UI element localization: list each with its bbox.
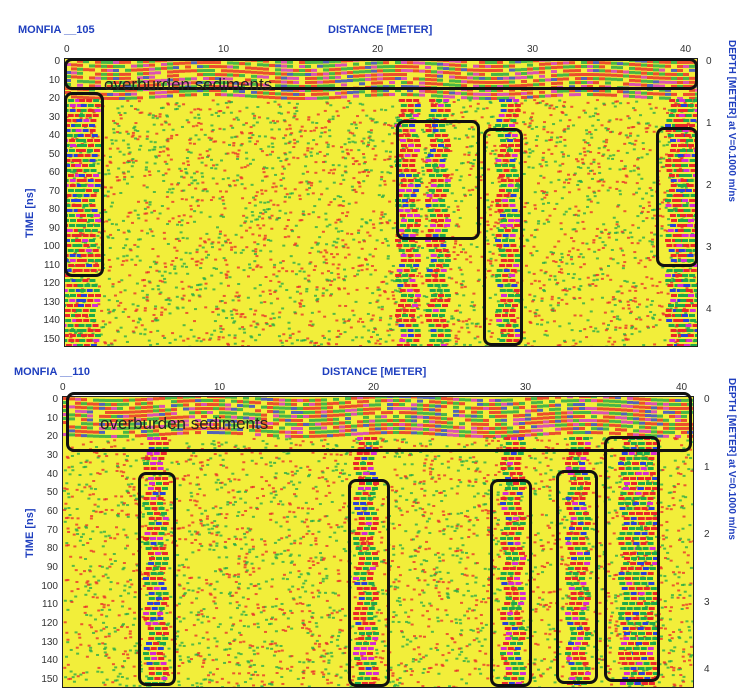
- y-tick: 150: [41, 674, 58, 685]
- y-tick: 30: [46, 450, 58, 461]
- radargram-panel-110: MONFIA __110 DISTANCE [METER] 0 10 20 30…: [0, 360, 737, 691]
- right-tick: 2: [704, 529, 710, 540]
- right-tick: 3: [704, 596, 710, 608]
- y-tick: 10: [48, 74, 60, 86]
- overburden-annotation-box: [64, 58, 698, 90]
- x-tick: 0: [60, 382, 66, 393]
- x-tick: 20: [368, 382, 380, 393]
- y-tick: 0: [52, 394, 58, 405]
- right-tick: 4: [704, 664, 710, 675]
- panel-title: MONFIA __105: [18, 24, 95, 36]
- y-tick: 40: [46, 468, 58, 480]
- x-axis-title: DISTANCE [METER]: [328, 24, 433, 36]
- y-tick: 60: [48, 167, 60, 179]
- y-tick: 110: [42, 599, 58, 611]
- right-axis-title: DEPTH [METER] at V=0.1000 m/ns: [726, 40, 737, 202]
- y-tick: 100: [43, 241, 60, 253]
- anomaly-box: [483, 128, 523, 346]
- right-axis-title: DEPTH [METER] at V=0.1000 m/ns: [726, 378, 737, 540]
- y-tick: 70: [48, 185, 60, 197]
- y-tick: 140: [41, 655, 58, 667]
- right-tick: 0: [706, 56, 712, 67]
- y-tick: 30: [48, 111, 60, 123]
- y-tick: 80: [48, 204, 60, 216]
- y-tick: 40: [48, 130, 60, 142]
- y-tick: 120: [43, 278, 60, 290]
- right-tick: 1: [706, 118, 712, 129]
- anomaly-box: [348, 479, 390, 687]
- right-tick: 3: [706, 242, 712, 253]
- y-tick: 120: [41, 618, 58, 629]
- y-tick: 140: [43, 315, 60, 327]
- x-tick: 10: [214, 382, 226, 393]
- y-tick: 10: [46, 412, 58, 424]
- overburden-label: overburden sediments: [104, 75, 273, 94]
- y-tick: 130: [41, 636, 58, 648]
- right-tick: 1: [704, 461, 710, 473]
- anomaly-box: [604, 436, 660, 682]
- y-tick: 50: [48, 148, 60, 160]
- panel-title: MONFIA __110: [14, 366, 91, 378]
- y-tick: 100: [41, 580, 58, 592]
- x-tick: 30: [520, 382, 532, 393]
- x-tick: 40: [680, 44, 692, 55]
- anomaly-box: [490, 479, 532, 687]
- right-tick: 0: [704, 394, 710, 405]
- x-axis-title: DISTANCE [METER]: [322, 366, 427, 378]
- anomaly-box: [556, 470, 598, 684]
- y-tick: 60: [46, 506, 58, 517]
- x-tick: 30: [527, 44, 539, 55]
- y-tick: 110: [44, 259, 60, 271]
- radargram-plot: [64, 58, 698, 347]
- x-tick: 20: [372, 44, 384, 55]
- overburden-label: overburden sediments: [100, 414, 269, 433]
- radargram-image: [65, 59, 697, 346]
- y-tick: 80: [46, 543, 58, 555]
- anomaly-box: [64, 92, 104, 277]
- y-tick: 130: [43, 296, 60, 308]
- x-tick: 10: [218, 44, 230, 55]
- right-tick: 2: [706, 180, 712, 191]
- radargram-plot: [62, 396, 694, 688]
- y-tick: 0: [54, 56, 60, 67]
- x-tick: 0: [64, 44, 70, 55]
- radargram-image: [63, 397, 693, 687]
- y-tick: 20: [48, 93, 60, 105]
- right-tick: 4: [706, 304, 712, 315]
- anomaly-box: [656, 127, 698, 267]
- anomaly-box: [138, 472, 176, 686]
- x-tick: 40: [676, 382, 688, 393]
- y-axis-title: TIME [ns]: [24, 188, 36, 239]
- y-tick: 20: [46, 431, 58, 443]
- y-axis-title: TIME [ns]: [24, 508, 36, 559]
- y-tick: 90: [48, 222, 60, 234]
- y-tick: 90: [46, 562, 58, 573]
- y-tick: 150: [43, 334, 60, 345]
- y-tick: 70: [46, 524, 58, 536]
- anomaly-box: [396, 120, 480, 240]
- radargram-panel-105: MONFIA __105 DISTANCE [METER] 0 10 20 30…: [18, 24, 737, 347]
- overburden-annotation-box: [66, 392, 692, 452]
- y-tick: 50: [46, 487, 58, 499]
